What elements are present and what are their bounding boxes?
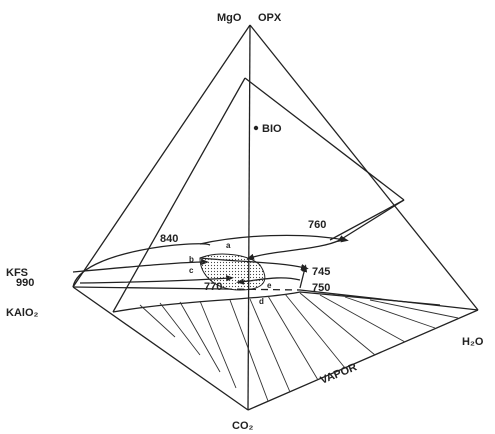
temperature: 745 — [312, 266, 330, 278]
label: MgO — [217, 12, 242, 24]
label: VAPOR — [319, 361, 359, 386]
temperature: 990 — [16, 277, 34, 289]
point-label: c — [189, 266, 194, 275]
temperature: 750 — [312, 282, 330, 294]
point-label: d — [259, 297, 264, 306]
opx-plane — [112, 77, 441, 313]
label: OPX — [258, 12, 282, 24]
tie-lines — [139, 292, 459, 402]
label: BIO — [262, 123, 282, 135]
label: H₂O — [462, 336, 484, 348]
tetrahedron-edges — [72, 24, 479, 411]
point-label: b — [189, 255, 194, 264]
label: CO₂ — [232, 420, 254, 432]
label: KAlO₂ — [6, 307, 39, 319]
point-label: e — [267, 281, 272, 290]
shaded-field — [199, 253, 266, 291]
point-label: a — [226, 241, 231, 250]
temperature: 840 — [160, 233, 178, 245]
label: KFS — [6, 267, 28, 279]
temperature: 760 — [308, 219, 326, 231]
temperature: 770 — [204, 281, 222, 293]
bio-point — [253, 125, 259, 131]
liquidus-curves — [72, 199, 405, 291]
